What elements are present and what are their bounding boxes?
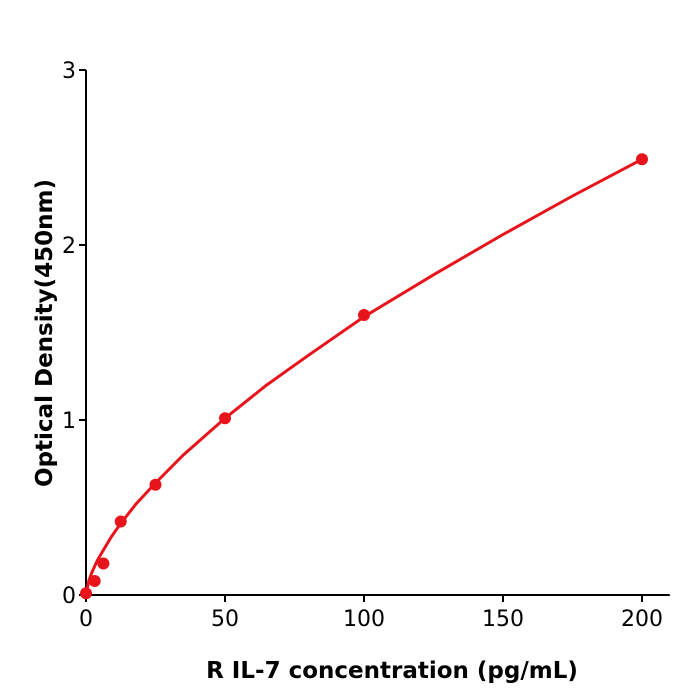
data-point (97, 557, 110, 570)
x-axis-label: R IL-7 concentration (pg/mL) (206, 658, 578, 684)
data-point (219, 412, 231, 425)
data-point (88, 575, 101, 587)
x-tick-label: 50 (211, 607, 239, 632)
axes: 0 50 100 150 200 0 1 2 3 (62, 59, 670, 632)
fit-curve (84, 157, 643, 596)
x-tick-label: 200 (621, 607, 663, 632)
data-point (358, 309, 370, 321)
x-tick-label: 150 (482, 607, 524, 632)
y-axis-label: Optical Density(450nm) (32, 179, 58, 487)
y-tick-label: 2 (62, 234, 76, 259)
data-point (149, 478, 162, 491)
y-tick-label: 1 (62, 409, 76, 434)
y-tick-label: 3 (62, 59, 76, 84)
y-tick-label: 0 (62, 584, 76, 609)
data-point (114, 515, 127, 528)
x-tick-label: 0 (79, 607, 93, 632)
data-marks (80, 153, 648, 600)
data-point (80, 587, 92, 600)
x-tick-label: 100 (343, 607, 385, 632)
data-point (636, 153, 648, 166)
